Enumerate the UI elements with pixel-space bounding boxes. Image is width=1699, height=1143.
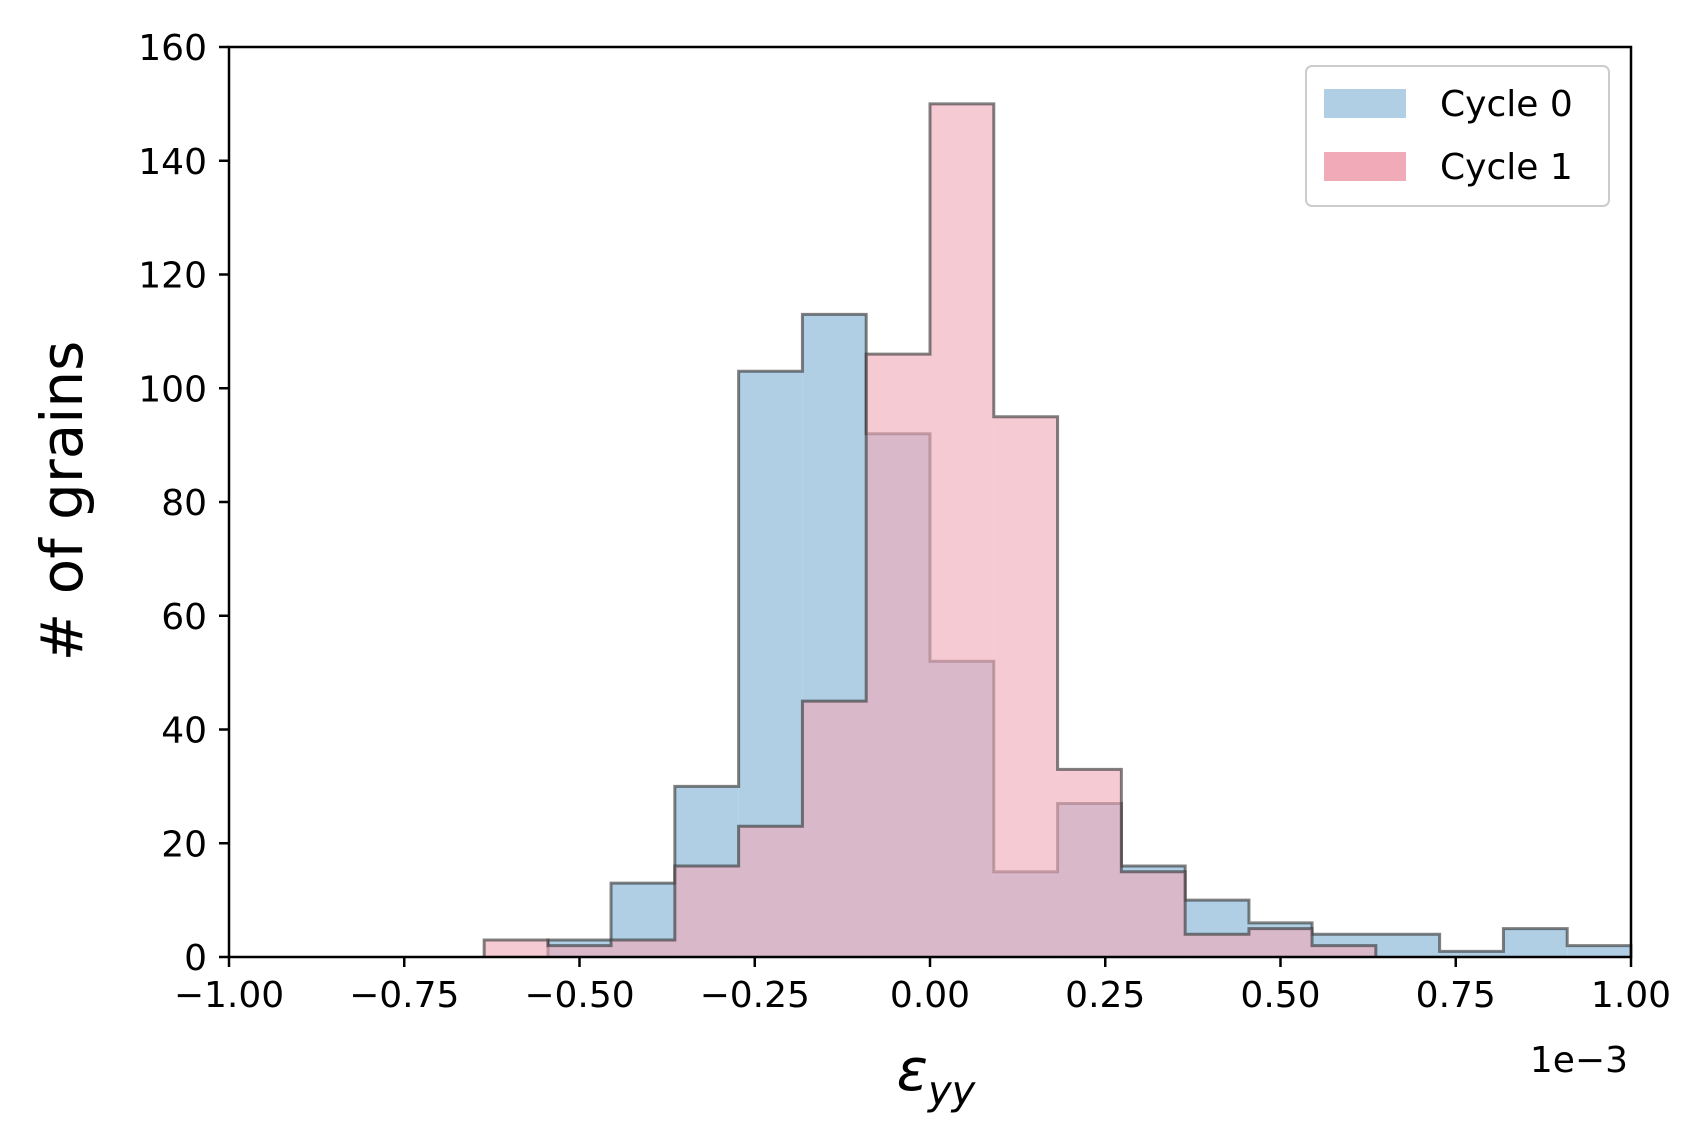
x-axis-ticks: −1.00 −0.75 −0.50 −0.25 0.00 0.25 0.50 0.75 1.00 xyxy=(174,957,1671,1016)
y-tick-label: 140 xyxy=(138,142,207,183)
legend-swatch-cycle-1 xyxy=(1324,152,1406,181)
x-tick-label: 0.00 xyxy=(890,975,970,1016)
x-axis-label-subscript: yy xyxy=(927,1068,977,1114)
bar-cycle-1 xyxy=(1312,945,1376,957)
y-tick-label: 40 xyxy=(161,711,207,752)
bar-cycle-0 xyxy=(1439,951,1504,957)
x-axis-offset-label: 1e−3 xyxy=(1530,1040,1628,1081)
x-tick-label: 0.75 xyxy=(1416,975,1496,1016)
x-axis-label: εyy xyxy=(897,1036,977,1114)
bar-cycle-0 xyxy=(1567,945,1631,957)
bar-cycle-1 xyxy=(993,416,1058,957)
legend: Cycle 0 Cycle 1 xyxy=(1305,65,1610,207)
bar-cycle-1 xyxy=(1248,928,1313,957)
legend-label-cycle-1: Cycle 1 xyxy=(1440,147,1573,188)
legend-swatch-cycle-0 xyxy=(1324,89,1406,118)
y-tick-label: 100 xyxy=(138,369,207,410)
bar-cycle-1 xyxy=(1185,934,1249,957)
x-tick-label: −0.50 xyxy=(524,975,634,1016)
x-tick-label: 0.50 xyxy=(1240,975,1320,1016)
x-tick-label: −0.75 xyxy=(349,975,459,1016)
x-tick-label: −1.00 xyxy=(174,975,284,1016)
x-axis-label-main: ε xyxy=(897,1036,928,1104)
bar-cycle-1 xyxy=(738,826,803,957)
bar-cycle-1 xyxy=(611,939,675,957)
legend-label-cycle-0: Cycle 0 xyxy=(1440,84,1573,125)
series-cycle-1 xyxy=(482,102,1378,957)
y-axis-label: # of grains xyxy=(28,341,96,662)
y-tick-label: 0 xyxy=(184,938,207,979)
x-tick-label: −0.25 xyxy=(700,975,810,1016)
x-tick-label: 1.00 xyxy=(1591,975,1671,1016)
bar-cycle-1 xyxy=(1121,871,1186,957)
bar-cycle-1 xyxy=(930,103,994,957)
bar-cycle-1 xyxy=(484,939,548,957)
bar-cycle-0 xyxy=(1503,928,1568,957)
series-outline-cycle-1 xyxy=(482,102,1378,957)
histogram-bars xyxy=(482,102,1633,957)
y-tick-label: 160 xyxy=(138,28,207,69)
bar-cycle-1 xyxy=(866,354,930,957)
y-tick-label: 80 xyxy=(161,483,207,524)
bar-cycle-1 xyxy=(547,945,612,957)
bar-cycle-1 xyxy=(674,866,739,957)
bar-cycle-1 xyxy=(1057,769,1122,957)
y-axis-ticks: 0 20 40 60 80 100 120 140 160 xyxy=(138,28,229,979)
x-tick-label: 0.25 xyxy=(1065,975,1145,1016)
y-tick-label: 60 xyxy=(161,597,207,638)
y-tick-label: 120 xyxy=(138,256,207,297)
bar-cycle-1 xyxy=(802,701,867,957)
y-tick-label: 20 xyxy=(161,824,207,865)
